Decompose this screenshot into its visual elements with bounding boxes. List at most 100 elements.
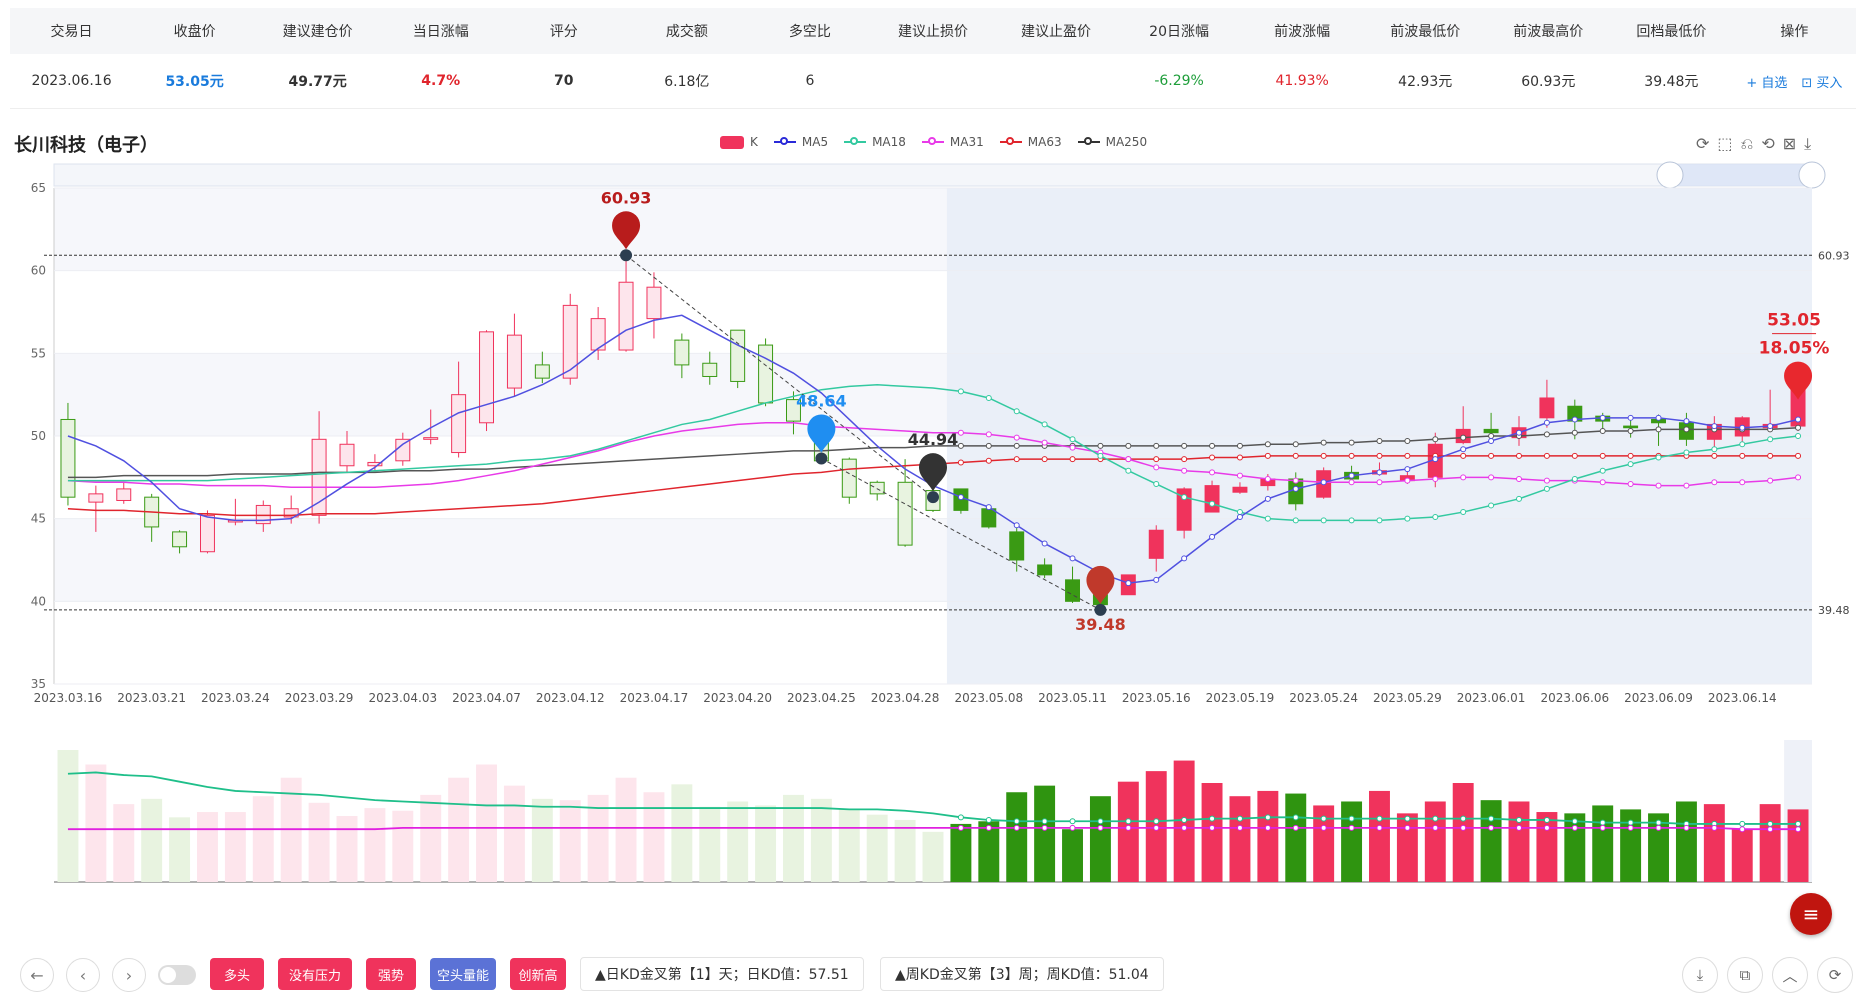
volume-bar bbox=[1787, 809, 1809, 882]
candle bbox=[897, 481, 913, 546]
volume-ma-fast-point bbox=[1376, 815, 1383, 822]
volume-ma-fast-point bbox=[1795, 820, 1802, 827]
ma5-line-point bbox=[1041, 540, 1048, 547]
table-row: 2023.06.16 53.05元 49.77元 4.7% 70 6.18亿 6 -6.29%… bbox=[10, 54, 1856, 109]
price-chart[interactable]: 35 40 45 50 55 60 65 2023.03.16 2023.03.21 2023.0… bbox=[0, 160, 1866, 900]
ma31-line-point bbox=[1488, 474, 1495, 481]
refresh-button[interactable]: ⟳ bbox=[1817, 957, 1853, 993]
volume-ma-fast-point bbox=[985, 816, 992, 823]
ma250-line-point bbox=[1097, 442, 1104, 449]
marker-pin bbox=[1086, 565, 1115, 604]
ma31-line-point bbox=[1627, 480, 1634, 487]
download-button[interactable]: ⤓ bbox=[1682, 957, 1718, 993]
signal-box: ▲日KD金叉第【1】天；日KD值：57.51 bbox=[580, 957, 864, 991]
crop-reset-icon[interactable]: ⎌ bbox=[1740, 134, 1754, 153]
candle bbox=[506, 334, 522, 389]
ma63-line-point bbox=[1320, 452, 1327, 459]
ma18-line-point bbox=[1488, 502, 1495, 509]
volume-bar bbox=[922, 831, 944, 882]
trend-line bbox=[821, 458, 1101, 611]
y-tick-label: 65 bbox=[31, 181, 46, 195]
ma18-line-point bbox=[1320, 517, 1327, 524]
marker-anchor bbox=[620, 249, 633, 262]
volume-ma-fast-point bbox=[1236, 815, 1243, 822]
crop-icon[interactable]: ⬚ bbox=[1717, 134, 1733, 153]
prev-button[interactable]: ‹ bbox=[66, 958, 100, 992]
status-tag[interactable]: 创新高 bbox=[510, 958, 566, 990]
marker-label: 44.94 bbox=[908, 430, 959, 449]
toggle-switch[interactable] bbox=[158, 965, 196, 985]
volume-ma-slow-point bbox=[1767, 826, 1774, 833]
copy-button[interactable]: ⧉ bbox=[1727, 957, 1763, 993]
volume-bar bbox=[1759, 804, 1781, 882]
candle bbox=[786, 399, 801, 422]
zoom-icon[interactable]: ⊠ bbox=[1782, 134, 1797, 153]
ma18-line-point bbox=[1516, 495, 1522, 502]
status-tag[interactable]: 多头 bbox=[210, 958, 264, 990]
legend-item[interactable]: K bbox=[720, 135, 758, 149]
ma31-line-point bbox=[1599, 479, 1606, 486]
ma63-line-point bbox=[1543, 452, 1550, 459]
volume-bar bbox=[1117, 781, 1139, 882]
volume-ma-slow-point bbox=[1264, 824, 1271, 831]
volume-ma-slow-point bbox=[1041, 824, 1048, 831]
back-button[interactable]: ← bbox=[20, 958, 54, 992]
x-tick-label: 2023.04.07 bbox=[452, 691, 521, 705]
ma18-line-point bbox=[1209, 500, 1216, 507]
volume-ma-fast-point bbox=[1739, 820, 1746, 827]
marker-label: 60.93 bbox=[601, 188, 652, 207]
row-actions: + 自选 ⊡ 买入 bbox=[1733, 72, 1856, 91]
candle bbox=[730, 329, 746, 382]
candle bbox=[590, 318, 606, 351]
legend-swatch bbox=[773, 136, 796, 148]
data-zoom-window bbox=[1670, 164, 1812, 186]
volume-ma-slow-point bbox=[1543, 824, 1550, 831]
volume-bar bbox=[950, 823, 972, 882]
marker-label: 48.64 bbox=[796, 391, 847, 410]
legend-item[interactable]: MA63 bbox=[999, 135, 1062, 149]
ma18-line-point bbox=[1097, 452, 1104, 459]
candle bbox=[618, 281, 634, 351]
refresh-icon[interactable]: ⟳ bbox=[1696, 134, 1710, 153]
add-watchlist-link[interactable]: + 自选 bbox=[1746, 75, 1788, 91]
volume-ma-fast-point bbox=[1543, 816, 1550, 823]
legend-item[interactable]: MA5 bbox=[773, 135, 828, 149]
volume-bar bbox=[1006, 792, 1028, 882]
volume-bar bbox=[1313, 805, 1335, 882]
ma250-line-point bbox=[1376, 437, 1383, 444]
volume-ma-slow-point bbox=[1460, 824, 1467, 831]
buy-link[interactable]: ⊡ 买入 bbox=[1801, 75, 1843, 91]
volume-bar bbox=[169, 817, 191, 882]
candle bbox=[60, 418, 76, 498]
ma5-line-point bbox=[1292, 485, 1299, 492]
scroll-top-button[interactable]: ︿ bbox=[1772, 957, 1808, 993]
volume-bar bbox=[364, 808, 386, 882]
legend-item[interactable]: MA31 bbox=[921, 135, 984, 149]
volume-bar bbox=[894, 819, 916, 882]
status-tag[interactable]: 强势 bbox=[366, 958, 416, 990]
legend-item[interactable]: MA250 bbox=[1077, 135, 1147, 149]
ma5-line-point bbox=[1432, 456, 1439, 463]
volume-ma-slow-point bbox=[1432, 824, 1439, 831]
volume-bar bbox=[838, 809, 860, 882]
status-tag[interactable]: 空头量能 bbox=[430, 958, 496, 990]
volume-bar bbox=[559, 800, 581, 882]
next-button[interactable]: › bbox=[112, 958, 146, 992]
ma63-line-point bbox=[1404, 452, 1411, 459]
ma31-line-point bbox=[1013, 434, 1020, 441]
ma18-line-point bbox=[1041, 421, 1048, 428]
legend-item[interactable]: MA18 bbox=[844, 135, 906, 149]
menu-button[interactable]: ≡ bbox=[1790, 893, 1832, 935]
download-icon[interactable]: ⤓ bbox=[1804, 134, 1812, 153]
y-tick-label: 50 bbox=[31, 429, 46, 443]
ma18-line-point bbox=[1264, 515, 1271, 522]
ma250-line-point bbox=[1683, 426, 1690, 433]
x-tick-label: 2023.03.24 bbox=[201, 691, 270, 705]
ma5-line-point bbox=[957, 494, 964, 501]
ma63-line-point bbox=[1599, 452, 1606, 459]
restore-icon[interactable]: ⟲ bbox=[1761, 134, 1775, 153]
status-tag[interactable]: 没有压力 bbox=[278, 958, 352, 990]
candle bbox=[1539, 397, 1555, 419]
ma63-line-point bbox=[1739, 452, 1746, 459]
ma63-line-point bbox=[1460, 452, 1467, 459]
